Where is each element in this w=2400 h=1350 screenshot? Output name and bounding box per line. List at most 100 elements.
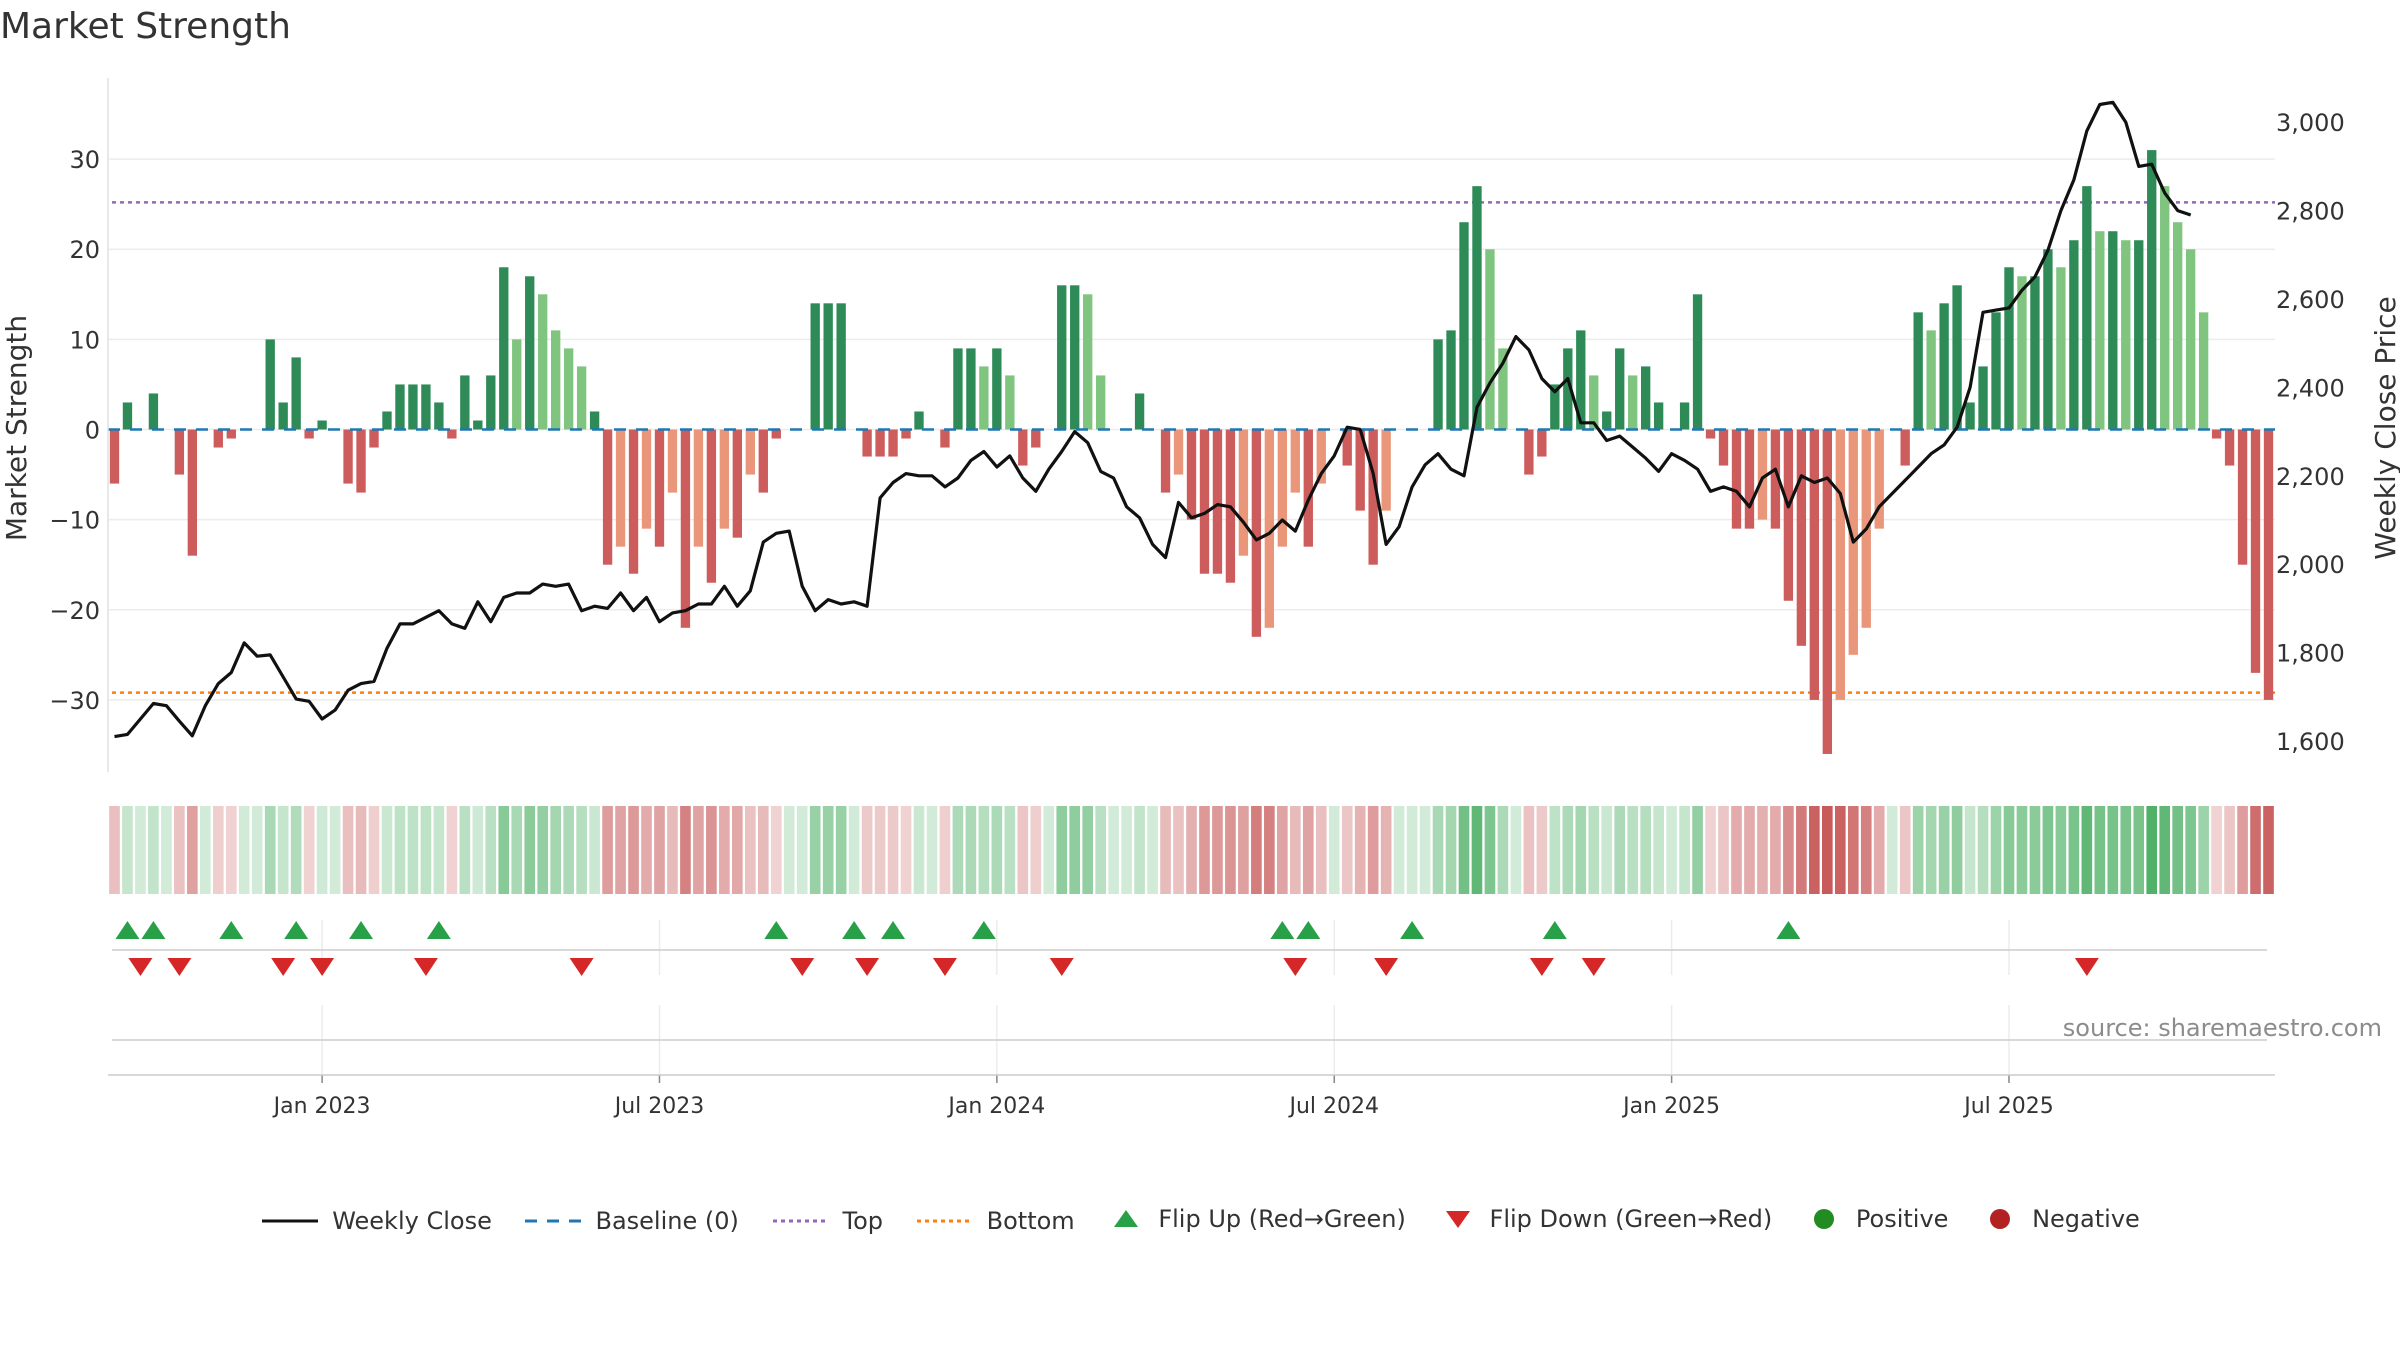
heat-cell [1406, 806, 1418, 894]
flip-up-marker [971, 921, 996, 939]
heat-cell [420, 806, 432, 894]
strength-bar [304, 429, 314, 439]
legend: Weekly Close Baseline (0) Top Bottom Fli… [0, 1205, 2400, 1237]
heat-cell [1822, 806, 1833, 894]
flip-up-marker [842, 921, 867, 939]
left-tick-label: 0 [85, 417, 100, 445]
strength-bar [888, 429, 898, 457]
heat-cell [550, 806, 561, 894]
heat-cell [2237, 806, 2248, 894]
strength-bar [1173, 429, 1184, 475]
heat-cell [1692, 806, 1703, 894]
left-tick-label: 10 [69, 326, 100, 354]
heat-cell [2133, 806, 2145, 894]
heat-cell [1289, 806, 1301, 894]
flip-up-marker [141, 921, 166, 939]
dotted-line-swatch-icon [772, 1219, 829, 1223]
legend-label: Flip Down (Green→Red) [1489, 1205, 1773, 1233]
left-tick-label: 20 [69, 236, 100, 264]
heat-cell [991, 806, 1003, 894]
strength-bar [1913, 312, 1923, 430]
heat-cell [1264, 806, 1275, 894]
right-tick-label: 1,600 [2276, 728, 2345, 756]
heat-cell [1873, 806, 1885, 894]
heat-cell [122, 806, 133, 894]
strength-bar [1874, 429, 1884, 529]
heat-cell [174, 806, 185, 894]
right-tick-label: 2,000 [2276, 551, 2345, 579]
strength-bar [2121, 240, 2131, 430]
flip-up-marker [219, 921, 244, 939]
heat-cell [368, 806, 380, 894]
legend-item-baseline: Baseline (0) [523, 1207, 739, 1235]
strength-bar [1316, 429, 1326, 484]
flip-down-marker [167, 958, 192, 976]
heat-cell [1212, 806, 1223, 894]
x-tick-label: Jan 2025 [1621, 1094, 1720, 1119]
heat-cell [667, 806, 678, 894]
strength-bar [1095, 375, 1106, 430]
strength-bar [914, 411, 924, 430]
strength-bar [1018, 429, 1028, 466]
flip-down-marker [1049, 958, 1074, 976]
strength-bar [1368, 429, 1378, 565]
strength-bar [1160, 429, 1171, 493]
heat-cell [744, 806, 756, 894]
heat-cell [1679, 806, 1690, 894]
heat-cell [1069, 806, 1081, 894]
heat-cell [822, 806, 834, 894]
strength-bar [2043, 249, 2053, 430]
heat-cell [693, 806, 704, 894]
heat-cell [1627, 806, 1639, 894]
heat-cell [1004, 806, 1016, 894]
strength-bar [901, 429, 911, 439]
weekly-close-line [114, 100, 2192, 739]
heat-cell [498, 806, 510, 894]
strength-bar [1835, 429, 1845, 700]
heat-cell [472, 806, 484, 894]
strength-bar [2069, 240, 2079, 430]
strength-bar [2134, 240, 2144, 430]
strength-bar [1731, 429, 1742, 529]
strength-bar [1290, 429, 1300, 493]
chart-canvas: 30 20 10 0 −10 −20 −30 3,000 2,800 2,600 2,400 2,20… [0, 78, 2400, 1119]
heat-cell [264, 806, 276, 894]
heat-cell [887, 806, 899, 894]
heat-cell [1614, 806, 1626, 894]
heat-cell [2094, 806, 2106, 894]
strength-bar [1757, 429, 1768, 520]
x-tick-label: Jul 2023 [613, 1094, 705, 1119]
legend-label: Baseline (0) [595, 1207, 739, 1235]
flip-down-marker [1581, 958, 1606, 976]
heat-cell [1238, 806, 1249, 894]
heat-cell [290, 806, 302, 894]
strength-bar [1381, 429, 1391, 511]
heat-cell [485, 806, 497, 894]
source-credit: source: sharemaestro.com [2062, 1014, 2382, 1042]
heat-cell [848, 806, 860, 894]
strength-bar [875, 429, 885, 457]
right-tick-label: 1,800 [2276, 640, 2345, 668]
heat-cell [1354, 806, 1366, 894]
flip-down-marker [310, 958, 335, 976]
strength-bar [2211, 429, 2222, 439]
strength-bar [1900, 429, 1910, 466]
heat-cell [1095, 806, 1106, 894]
heat-cell [1199, 806, 1210, 894]
strength-bar [2263, 429, 2274, 700]
heat-cell [342, 806, 354, 894]
left-axis-label: Market Strength [0, 315, 33, 541]
heat-cell [1458, 806, 1470, 894]
strength-bar [291, 357, 301, 430]
strength-bar [265, 339, 275, 430]
strength-bar [1485, 249, 1495, 430]
heat-cell [537, 806, 549, 894]
heat-cell [1601, 806, 1613, 894]
legend-label: Flip Up (Red→Green) [1158, 1205, 1406, 1233]
flip-up-marker [115, 921, 140, 939]
heat-cell [1056, 806, 1068, 894]
heat-cell [303, 806, 315, 894]
legend-item-weekly-close: Weekly Close [260, 1207, 492, 1235]
strength-bar [226, 429, 236, 439]
right-tick-label: 3,000 [2276, 109, 2345, 137]
